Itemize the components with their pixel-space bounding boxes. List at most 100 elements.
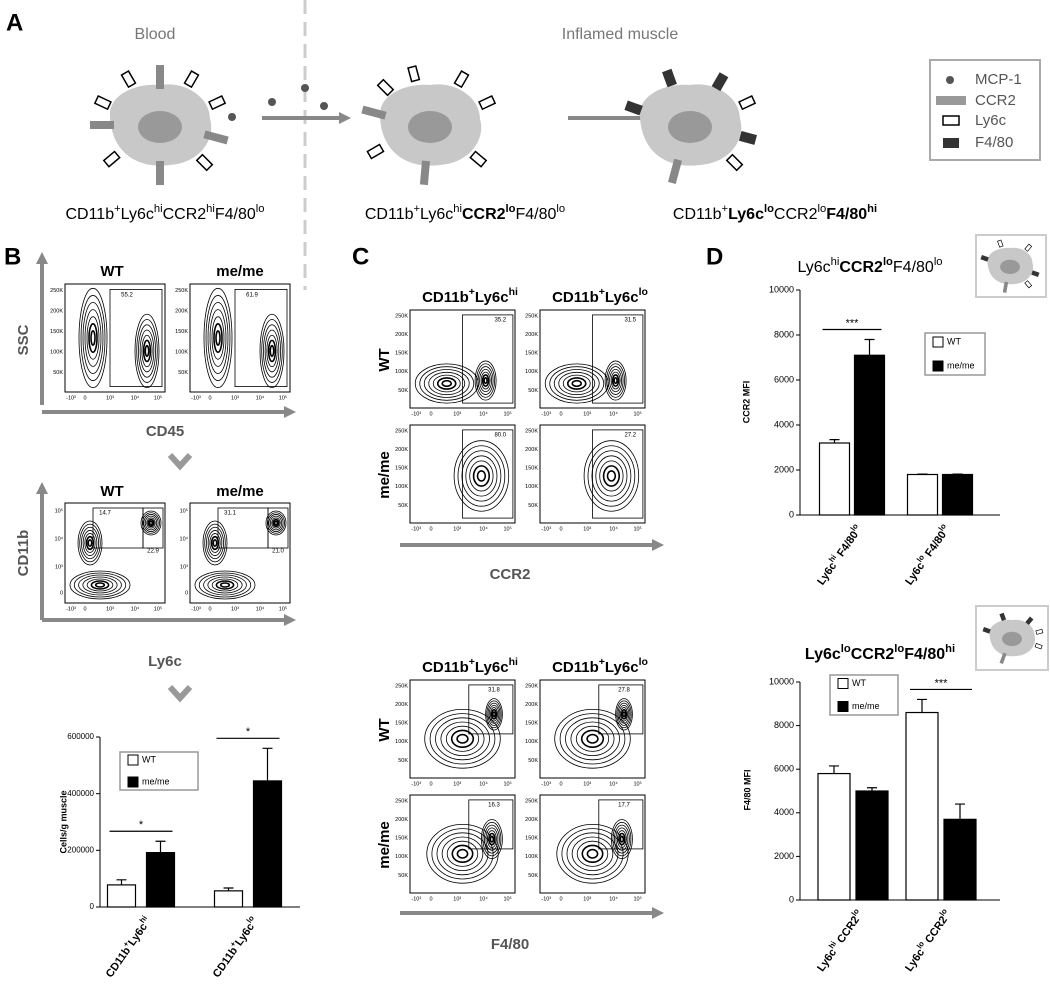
- ly6c: [1024, 243, 1033, 252]
- x-tick-label: 0: [559, 781, 562, 787]
- receptor: [999, 652, 1007, 664]
- x-tick-label: 10⁵: [633, 780, 641, 787]
- cell-label-part: CCR2: [774, 206, 818, 223]
- cell: [624, 68, 757, 184]
- nucleus: [1002, 631, 1022, 647]
- column-title-part: +: [469, 286, 475, 298]
- contour: [486, 700, 502, 729]
- y-tick-label: 2000: [774, 464, 794, 474]
- contour: [207, 530, 223, 556]
- y-tick-label: 0: [60, 590, 63, 596]
- contour: [474, 360, 497, 401]
- contour: [445, 725, 480, 752]
- receptor: [366, 143, 385, 160]
- f480: [1025, 616, 1034, 625]
- y-tick-label: 100K: [395, 739, 408, 745]
- receptor: [1035, 628, 1044, 635]
- ccr2: [1002, 281, 1009, 293]
- legend-label: MCP-1: [975, 71, 1022, 88]
- contour: [441, 379, 453, 388]
- contour: [618, 704, 630, 724]
- contour: [86, 316, 100, 360]
- contour: [419, 366, 475, 401]
- ly6c: [208, 95, 227, 111]
- chart-title-part: F4/80: [904, 646, 945, 663]
- x-tick-label: 10⁵: [633, 895, 641, 902]
- contour: [144, 344, 150, 358]
- y-tick-label: 100K: [395, 484, 408, 490]
- contour: [267, 339, 277, 363]
- receptor: [1024, 280, 1033, 289]
- contour: [461, 450, 502, 502]
- column-title-part: Ly6c: [475, 289, 509, 306]
- row-title: WT: [376, 718, 393, 741]
- gate-value: 35.2: [494, 317, 506, 323]
- contour: [619, 835, 625, 843]
- chart-title-part: Ly6c: [805, 646, 841, 663]
- gate-value: 16.3: [488, 802, 500, 808]
- receptor: [203, 130, 229, 145]
- contour: [618, 832, 626, 846]
- x-tick-label-part: hi: [137, 914, 148, 925]
- y-tick-label: 250K: [525, 313, 538, 319]
- column-title-part: hi: [509, 286, 518, 298]
- chart-title-part: F4/80: [893, 259, 934, 276]
- contour: [487, 702, 501, 726]
- y-tick-label: 10⁴: [180, 535, 189, 542]
- x-tick-label: 10³: [231, 606, 239, 612]
- receptor: [469, 150, 488, 168]
- x-tick-label: -10³: [541, 896, 551, 902]
- contour: [90, 330, 96, 346]
- x-tick-label-part: F4/80: [833, 529, 861, 561]
- x-tick-label-part: lo: [915, 552, 926, 563]
- column-title-part: CD11b: [552, 289, 599, 306]
- x-tick-label: 0: [429, 411, 432, 417]
- bar: [817, 772, 851, 901]
- contour: [84, 533, 96, 553]
- cell-label-part: CD11b: [673, 206, 722, 223]
- legend-label: WT: [142, 754, 156, 764]
- bar: [906, 473, 939, 516]
- receptor: [407, 65, 421, 83]
- bar: [905, 711, 939, 901]
- cell: [90, 65, 229, 185]
- contour: [566, 377, 587, 390]
- ccr2: [668, 158, 682, 184]
- contour: [138, 324, 156, 378]
- gate-value: 27.8: [618, 687, 630, 693]
- plot-frame: [539, 679, 646, 779]
- column-title: CD11b+Ly6clo: [552, 286, 648, 306]
- chart-title-part: lo: [934, 256, 943, 268]
- receptor: [376, 78, 395, 97]
- x-tick-label-part: Ly6c: [233, 921, 257, 948]
- chart-title-part: CCR2: [839, 259, 883, 276]
- x-tick-label: 10⁵: [279, 394, 287, 401]
- contour: [203, 287, 233, 389]
- x-tick-label: 0: [429, 526, 432, 532]
- y-tick-label: 100K: [395, 369, 408, 375]
- contour: [621, 711, 626, 718]
- y-tick-label: 150K: [395, 721, 408, 727]
- contour: [480, 371, 491, 390]
- gate: [142, 507, 164, 549]
- x-tick-label: -10³: [66, 606, 76, 612]
- gate-value: 80.0: [494, 432, 506, 438]
- ly6c: [376, 78, 395, 97]
- panel-label: A: [6, 9, 23, 36]
- y-tick-label: 0: [185, 590, 188, 596]
- contour: [491, 711, 496, 718]
- gate: [462, 429, 514, 519]
- column-title-part: Ly6c: [605, 289, 639, 306]
- row-title: me/me: [376, 451, 393, 499]
- x-tick-label: 10⁵: [503, 525, 511, 532]
- contour: [591, 450, 632, 502]
- chart-title-part: Ly6c: [797, 259, 830, 276]
- x-tick-label: Ly6chi CCR2lo: [812, 906, 866, 974]
- contour: [610, 371, 621, 390]
- contour: [616, 700, 632, 729]
- y-tick-label: 100K: [395, 854, 408, 860]
- chart-title-part: lo: [894, 643, 904, 655]
- f480: [738, 131, 757, 145]
- contour: [482, 821, 502, 857]
- plot-frame: [189, 283, 291, 393]
